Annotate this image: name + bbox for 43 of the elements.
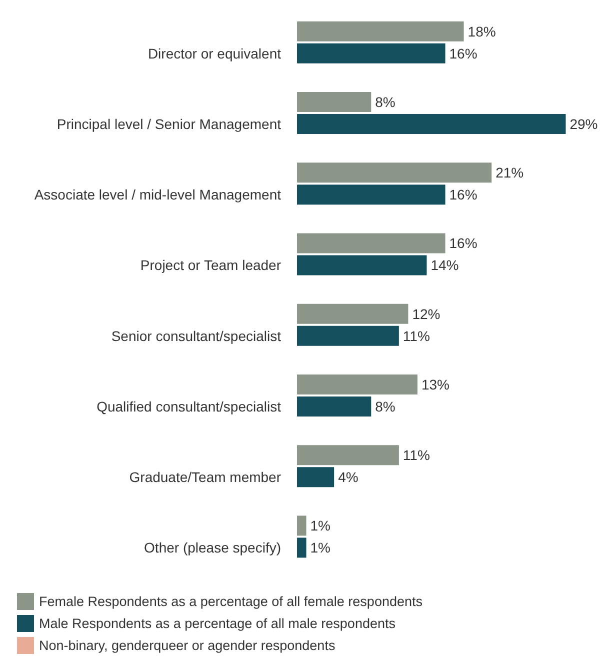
bar [297, 374, 418, 394]
legend-label: Non-binary, genderqueer or agender respondents [39, 638, 336, 653]
bar [297, 467, 334, 488]
bar [297, 516, 306, 536]
data-label: 14% [430, 257, 459, 274]
bar [297, 255, 427, 276]
data-label: 11% [402, 447, 430, 464]
data-label: 16% [449, 45, 478, 62]
y-tick-label: Director or equivalent [148, 45, 282, 62]
data-label: 8% [375, 398, 396, 414]
y-tick-label: Associate level / mid-level Management [34, 186, 282, 203]
bar [297, 21, 464, 42]
y-tick-label: Qualified consultant/specialist [96, 398, 282, 414]
data-label: 12% [412, 306, 440, 322]
y-tick-label: Other (please specify) [144, 540, 281, 556]
bar [297, 162, 492, 183]
data-label: 29% [570, 116, 598, 132]
bar [297, 233, 446, 254]
data-label: 1% [310, 540, 330, 556]
legend-label: Male Respondents as a percentage of all male respondents [39, 616, 396, 631]
bar [297, 92, 372, 112]
data-label: 8% [375, 94, 396, 110]
data-label: 4% [338, 469, 358, 486]
data-label: 16% [449, 186, 478, 203]
data-label: 13% [421, 376, 450, 392]
bar [297, 114, 566, 134]
y-tick-label: Principal level / Senior Management [56, 116, 282, 132]
y-tick-label: Graduate/Team member [129, 469, 282, 486]
bar [297, 184, 446, 205]
bar [297, 43, 446, 64]
legend-label: Female Respondents as a percentage of all female respondents [39, 594, 423, 609]
bar [297, 326, 399, 346]
y-tick-label: Senior consultant/specialist [111, 328, 282, 344]
bar [297, 538, 306, 558]
data-label: 1% [310, 518, 330, 534]
y-tick-label: Project or Team leader [140, 257, 282, 274]
data-label: 18% [468, 23, 496, 40]
bar [297, 445, 399, 466]
data-label: 11% [402, 328, 430, 344]
data-label: 21% [496, 164, 524, 181]
data-label: 16% [449, 235, 478, 252]
bar [297, 304, 408, 324]
bar [297, 396, 372, 416]
